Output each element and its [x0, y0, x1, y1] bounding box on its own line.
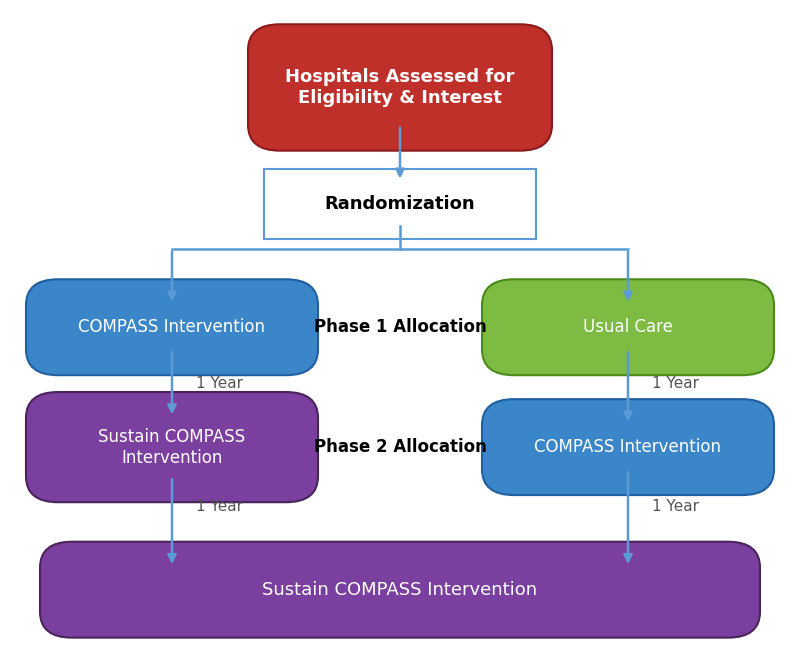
FancyBboxPatch shape: [26, 279, 318, 375]
Text: Sustain COMPASS
Intervention: Sustain COMPASS Intervention: [98, 428, 246, 467]
Text: 1 Year: 1 Year: [652, 376, 699, 391]
Text: Randomization: Randomization: [325, 195, 475, 213]
FancyBboxPatch shape: [482, 279, 774, 375]
FancyBboxPatch shape: [26, 392, 318, 502]
Text: Hospitals Assessed for
Eligibility & Interest: Hospitals Assessed for Eligibility & Int…: [286, 68, 514, 107]
Text: Sustain COMPASS Intervention: Sustain COMPASS Intervention: [262, 581, 538, 599]
FancyBboxPatch shape: [482, 399, 774, 495]
FancyBboxPatch shape: [248, 25, 552, 151]
Text: 1 Year: 1 Year: [196, 376, 243, 391]
Text: 1 Year: 1 Year: [652, 499, 699, 515]
FancyBboxPatch shape: [40, 542, 760, 638]
Text: COMPASS Intervention: COMPASS Intervention: [78, 318, 266, 336]
Text: Usual Care: Usual Care: [583, 318, 673, 336]
Text: Phase 2 Allocation: Phase 2 Allocation: [314, 438, 486, 456]
Text: 1 Year: 1 Year: [196, 499, 243, 515]
Text: Phase 1 Allocation: Phase 1 Allocation: [314, 318, 486, 336]
Text: COMPASS Intervention: COMPASS Intervention: [534, 438, 722, 456]
FancyBboxPatch shape: [264, 169, 536, 239]
